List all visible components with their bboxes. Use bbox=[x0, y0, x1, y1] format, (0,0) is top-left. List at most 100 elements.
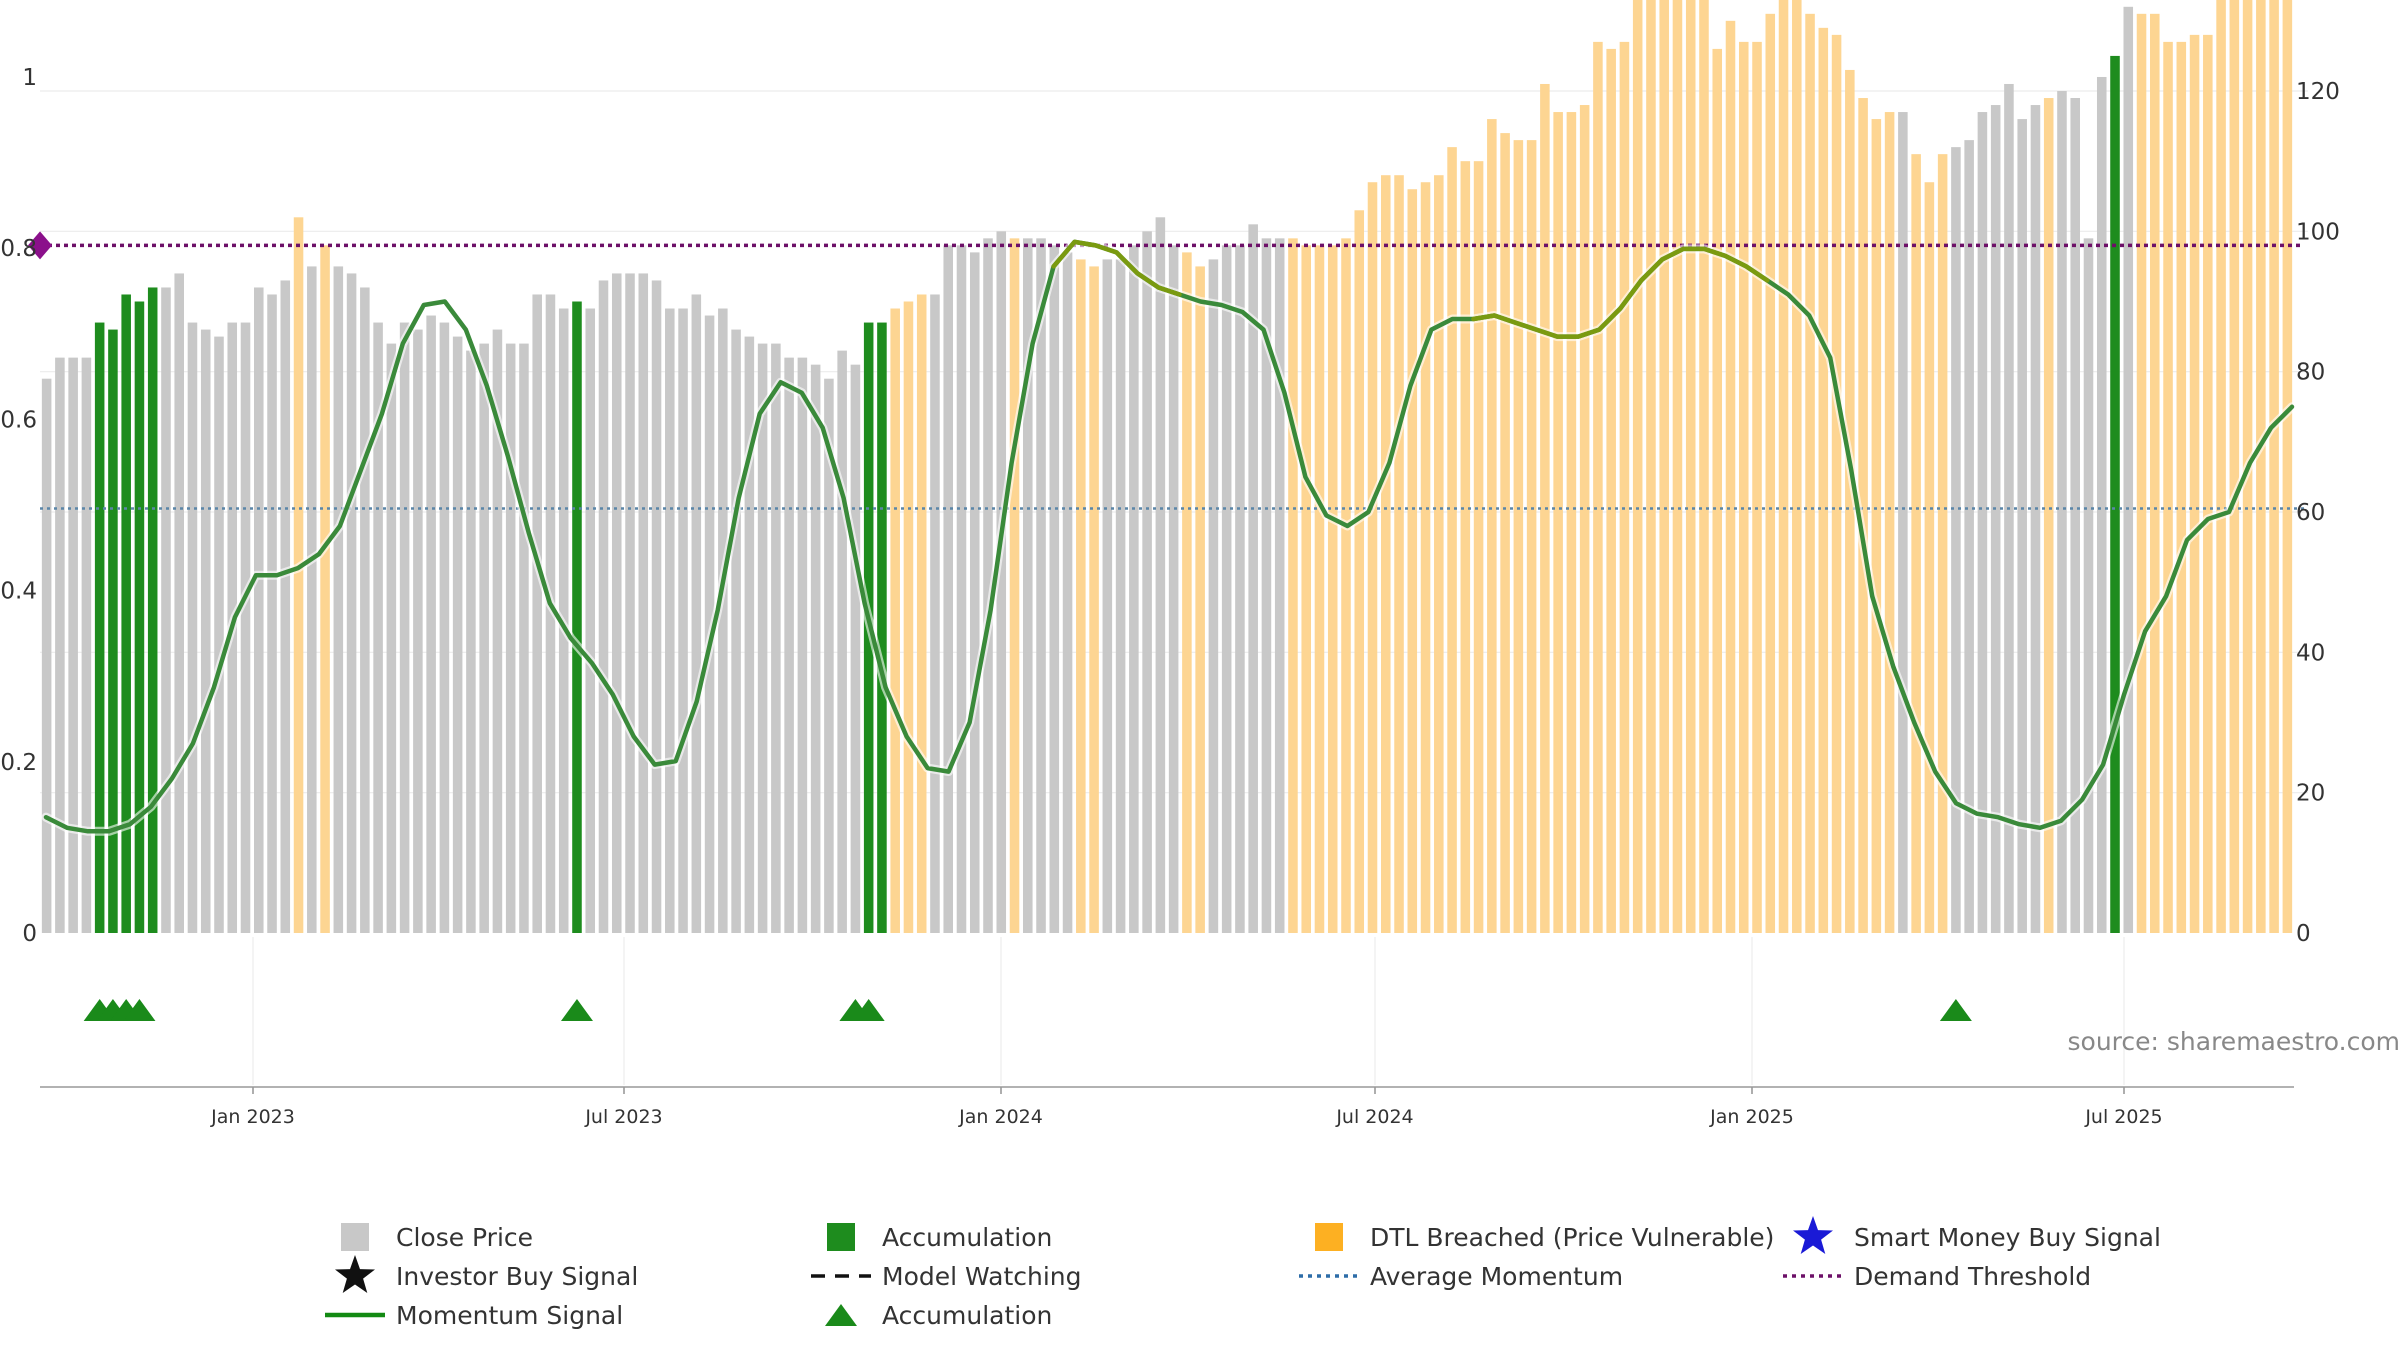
close-price-bar bbox=[68, 357, 78, 934]
x-tick-label: Jul 2023 bbox=[584, 1106, 662, 1128]
close-price-bar bbox=[850, 364, 861, 933]
accumulation-bar bbox=[2110, 55, 2120, 933]
close-price-bar bbox=[1977, 112, 1988, 934]
left-y-tick-label: 1 bbox=[22, 65, 37, 91]
close-price-bar bbox=[1990, 105, 2001, 934]
dtl-breached-bar bbox=[2043, 98, 2054, 934]
x-tick-label: Jan 2023 bbox=[210, 1106, 295, 1128]
close-price-bar bbox=[1049, 245, 1060, 933]
close-price-bar bbox=[545, 294, 556, 933]
right-y-tick-label: 0 bbox=[2296, 921, 2311, 947]
close-price-bar bbox=[399, 322, 410, 933]
dtl-breached-bar bbox=[916, 294, 927, 933]
dtl-breached-bar bbox=[1009, 238, 1020, 934]
close-price-bar bbox=[373, 322, 383, 933]
close-price-bar bbox=[1248, 224, 1258, 934]
x-tick-label: Jan 2025 bbox=[1709, 1106, 1794, 1128]
close-price-bar bbox=[2057, 91, 2067, 933]
price-bars bbox=[41, 0, 2293, 934]
close-price-bar bbox=[2096, 76, 2107, 933]
dtl-breached-bar bbox=[1195, 266, 1205, 934]
close-price-bar bbox=[479, 343, 489, 934]
right-y-tick-label: 20 bbox=[2296, 781, 2325, 807]
close-price-bar bbox=[532, 294, 542, 933]
dtl-breached-bar bbox=[1672, 0, 1683, 933]
dtl-breached-bar bbox=[1354, 210, 1365, 934]
close-price-bar bbox=[81, 357, 92, 934]
legend: Close Price Accumulation DTL Breached (Pri… bbox=[325, 1216, 2161, 1330]
dtl-breached-bar bbox=[2269, 0, 2279, 933]
dtl-breached-bar bbox=[1327, 245, 1338, 933]
accumulation-bar bbox=[877, 322, 887, 933]
dtl-breached-bar bbox=[1367, 182, 1378, 933]
close-price-bar bbox=[55, 357, 65, 934]
axes: Jan 2023 Jul 2023 Jan 2024 Jul 2024 Jan 2025… bbox=[0, 65, 2339, 1128]
close-price-bar bbox=[744, 336, 755, 933]
accumulation-triangle bbox=[1939, 999, 1972, 1021]
dtl-breached-bar bbox=[1606, 48, 1616, 933]
accumulation-bar bbox=[94, 322, 105, 933]
close-price-bar bbox=[1036, 238, 1046, 934]
close-price-bar bbox=[810, 364, 821, 933]
close-price-bar bbox=[214, 336, 224, 933]
close-price-bar bbox=[1235, 245, 1245, 933]
source-attribution: source: sharemaestro.com bbox=[2068, 1027, 2400, 1056]
x-tick-label: Jul 2025 bbox=[2084, 1106, 2162, 1128]
close-price-bar bbox=[1115, 259, 1126, 933]
accumulation-triangle bbox=[852, 999, 885, 1021]
close-price-bar bbox=[983, 238, 993, 934]
close-price-bar bbox=[1964, 140, 1974, 933]
close-price-bar bbox=[665, 308, 675, 933]
close-price-bar bbox=[943, 245, 954, 933]
close-price-bar bbox=[2070, 98, 2081, 934]
close-price-bar bbox=[1208, 259, 1219, 933]
dtl-breached-bar bbox=[1619, 41, 1630, 933]
close-price-bar bbox=[360, 287, 370, 933]
legend-label: Close Price bbox=[396, 1223, 533, 1252]
left-y-tick-label: 0 bbox=[22, 921, 37, 947]
accumulation-bar bbox=[121, 294, 131, 933]
close-price-bar bbox=[691, 294, 702, 933]
close-price-bar bbox=[837, 350, 847, 933]
dtl-breached-bar bbox=[1685, 0, 1696, 933]
legend-label: Accumulation bbox=[882, 1301, 1052, 1330]
dtl-breached-bar bbox=[1659, 0, 1669, 933]
close-price-bar bbox=[651, 280, 662, 933]
close-price-bar bbox=[930, 294, 940, 933]
dtl-breached-bar bbox=[1553, 112, 1563, 934]
close-price-bar bbox=[1221, 245, 1232, 933]
close-price-bar bbox=[1023, 238, 1033, 934]
right-y-tick-label: 120 bbox=[2296, 79, 2340, 105]
close-price-bar bbox=[307, 266, 317, 934]
accumulation-triangle bbox=[123, 999, 156, 1021]
dtl-breached-bar bbox=[1831, 34, 1842, 934]
close-price-bar bbox=[784, 357, 794, 934]
close-price-bar bbox=[1142, 231, 1152, 934]
legend-label: Investor Buy Signal bbox=[396, 1262, 638, 1291]
close-price-bar bbox=[1951, 147, 1961, 934]
left-y-tick-label: 0.2 bbox=[0, 750, 37, 776]
legend-label: Momentum Signal bbox=[396, 1301, 623, 1330]
dtl-breached-bar bbox=[1871, 119, 1882, 934]
close-price-bar bbox=[492, 329, 503, 934]
right-y-tick-label: 40 bbox=[2296, 640, 2325, 666]
dtl-breached-bar bbox=[1487, 119, 1497, 934]
close-price-bar bbox=[452, 336, 463, 933]
close-price-bar bbox=[187, 322, 198, 933]
left-y-tick-label: 0.4 bbox=[0, 579, 37, 605]
close-price-bar bbox=[280, 280, 291, 933]
momentum-signal-strong-segment bbox=[1051, 239, 1182, 297]
legend-label: Average Momentum bbox=[1370, 1262, 1623, 1291]
close-price-bar bbox=[200, 329, 211, 934]
close-price-bar bbox=[426, 315, 436, 933]
dtl-breached-bar bbox=[1341, 238, 1351, 934]
dtl-breached-bar bbox=[1473, 161, 1484, 933]
accumulation-triangle bbox=[560, 999, 593, 1021]
close-price-bar bbox=[598, 280, 609, 933]
dtl-breached-bar bbox=[293, 217, 304, 934]
close-price-bar bbox=[625, 273, 635, 933]
dtl-breached-bar bbox=[1712, 48, 1723, 933]
close-price-bar bbox=[771, 343, 781, 934]
right-y-tick-label: 60 bbox=[2296, 500, 2325, 526]
